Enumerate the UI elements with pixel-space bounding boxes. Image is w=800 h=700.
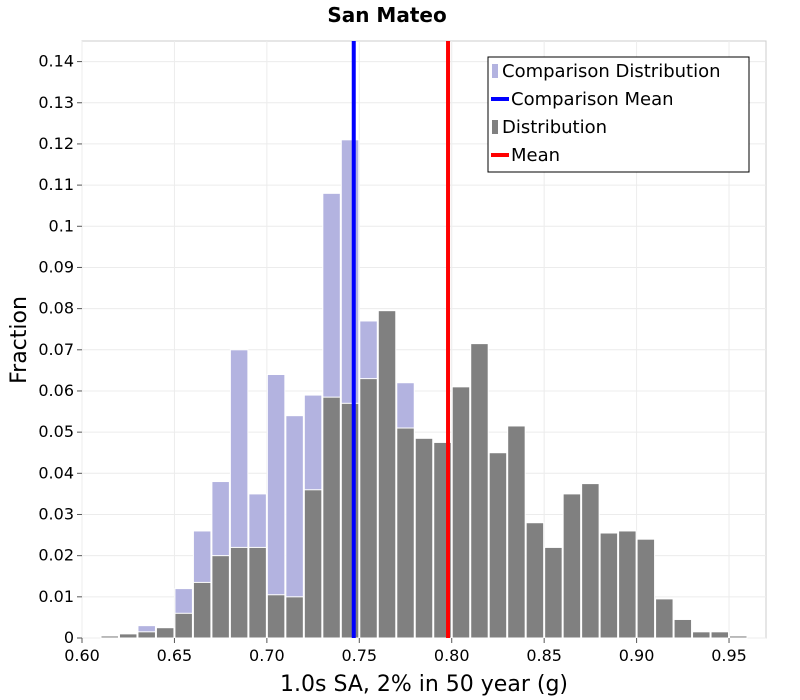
y-tick-label: 0.06 <box>38 381 74 400</box>
x-tick-label: 0.85 <box>526 646 562 665</box>
distribution-bar <box>692 631 711 639</box>
distribution-bar <box>655 598 674 639</box>
mean-lines <box>351 41 451 638</box>
distribution-bar <box>285 596 304 639</box>
y-tick-label: 0.1 <box>49 216 74 235</box>
x-tick-label: 0.60 <box>64 646 100 665</box>
legend-label: Mean <box>511 145 560 166</box>
distribution-bar <box>303 489 323 639</box>
distribution-bar <box>340 402 360 639</box>
x-tick-label: 0.95 <box>711 646 747 665</box>
distribution-bar <box>211 555 230 639</box>
y-tick-label: 0 <box>64 628 74 647</box>
x-axis-ticks: 0.60 0.65 0.70 0.75 0.80 0.85 0.90 0.95 <box>64 638 747 665</box>
distribution-bar <box>266 594 286 639</box>
distribution-bar <box>377 310 397 639</box>
legend-bar-swatch <box>492 120 498 134</box>
y-axis-label: Fraction <box>7 296 32 384</box>
distribution-bar <box>673 618 693 639</box>
distribution-bar <box>599 532 619 639</box>
x-tick-label: 0.90 <box>619 646 655 665</box>
legend-label: Comparison Distribution <box>502 61 721 82</box>
distribution-bar <box>100 635 119 639</box>
y-tick-label: 0.11 <box>38 175 74 194</box>
distribution-bar <box>137 631 156 639</box>
legend-label: Comparison Mean <box>511 89 674 110</box>
distribution-bar <box>414 437 434 639</box>
distribution-bar <box>562 493 582 639</box>
distribution-bar <box>229 546 249 639</box>
chart-title: San Mateo <box>327 3 446 27</box>
distribution-bar <box>322 396 341 639</box>
distribution-bar <box>396 427 415 639</box>
y-tick-label: 0.02 <box>38 546 74 565</box>
distribution-bar <box>470 343 489 639</box>
y-tick-label: 0.04 <box>38 463 74 482</box>
y-tick-label: 0.07 <box>38 340 74 359</box>
y-axis-ticks: 0 0.01 0.02 0.03 0.04 0.05 0.06 0.07 0.08 0.09 0.1… <box>38 52 82 647</box>
distribution-bar <box>155 627 175 639</box>
distribution-bar <box>248 546 267 639</box>
distribution-bar <box>544 546 563 639</box>
distribution-bar <box>636 538 656 639</box>
x-tick-label: 0.65 <box>157 646 193 665</box>
legend-box <box>487 56 750 173</box>
y-tick-label: 0.09 <box>38 257 74 276</box>
y-tick-label: 0.03 <box>38 504 74 523</box>
x-axis-label: 1.0s SA, 2% in 50 year (g) <box>280 672 568 697</box>
y-tick-label: 0.01 <box>38 587 74 606</box>
y-tick-label: 0.14 <box>38 52 74 71</box>
distribution-bar <box>581 483 600 639</box>
y-tick-label: 0.12 <box>38 134 74 153</box>
legend-bar-swatch <box>492 64 498 78</box>
distribution-bar <box>118 633 138 639</box>
distribution-bar <box>507 425 526 639</box>
x-tick-label: 0.75 <box>341 646 377 665</box>
legend: Comparison Distribution Comparison Mean Di… <box>487 56 750 173</box>
distribution-bar <box>488 452 508 639</box>
distribution-bar <box>729 635 748 639</box>
distribution-bar <box>359 378 378 639</box>
distribution-bar <box>525 522 545 639</box>
y-tick-label: 0.08 <box>38 299 74 318</box>
x-tick-label: 0.70 <box>249 646 285 665</box>
distribution-bar <box>710 631 730 639</box>
legend-label: Distribution <box>502 117 607 138</box>
distribution-bar <box>618 530 637 639</box>
distribution-bar <box>192 581 212 639</box>
y-tick-label: 0.05 <box>38 422 74 441</box>
x-tick-label: 0.80 <box>434 646 470 665</box>
distribution-bar <box>174 612 193 639</box>
distribution-bar <box>451 386 471 639</box>
y-tick-label: 0.13 <box>38 93 74 112</box>
